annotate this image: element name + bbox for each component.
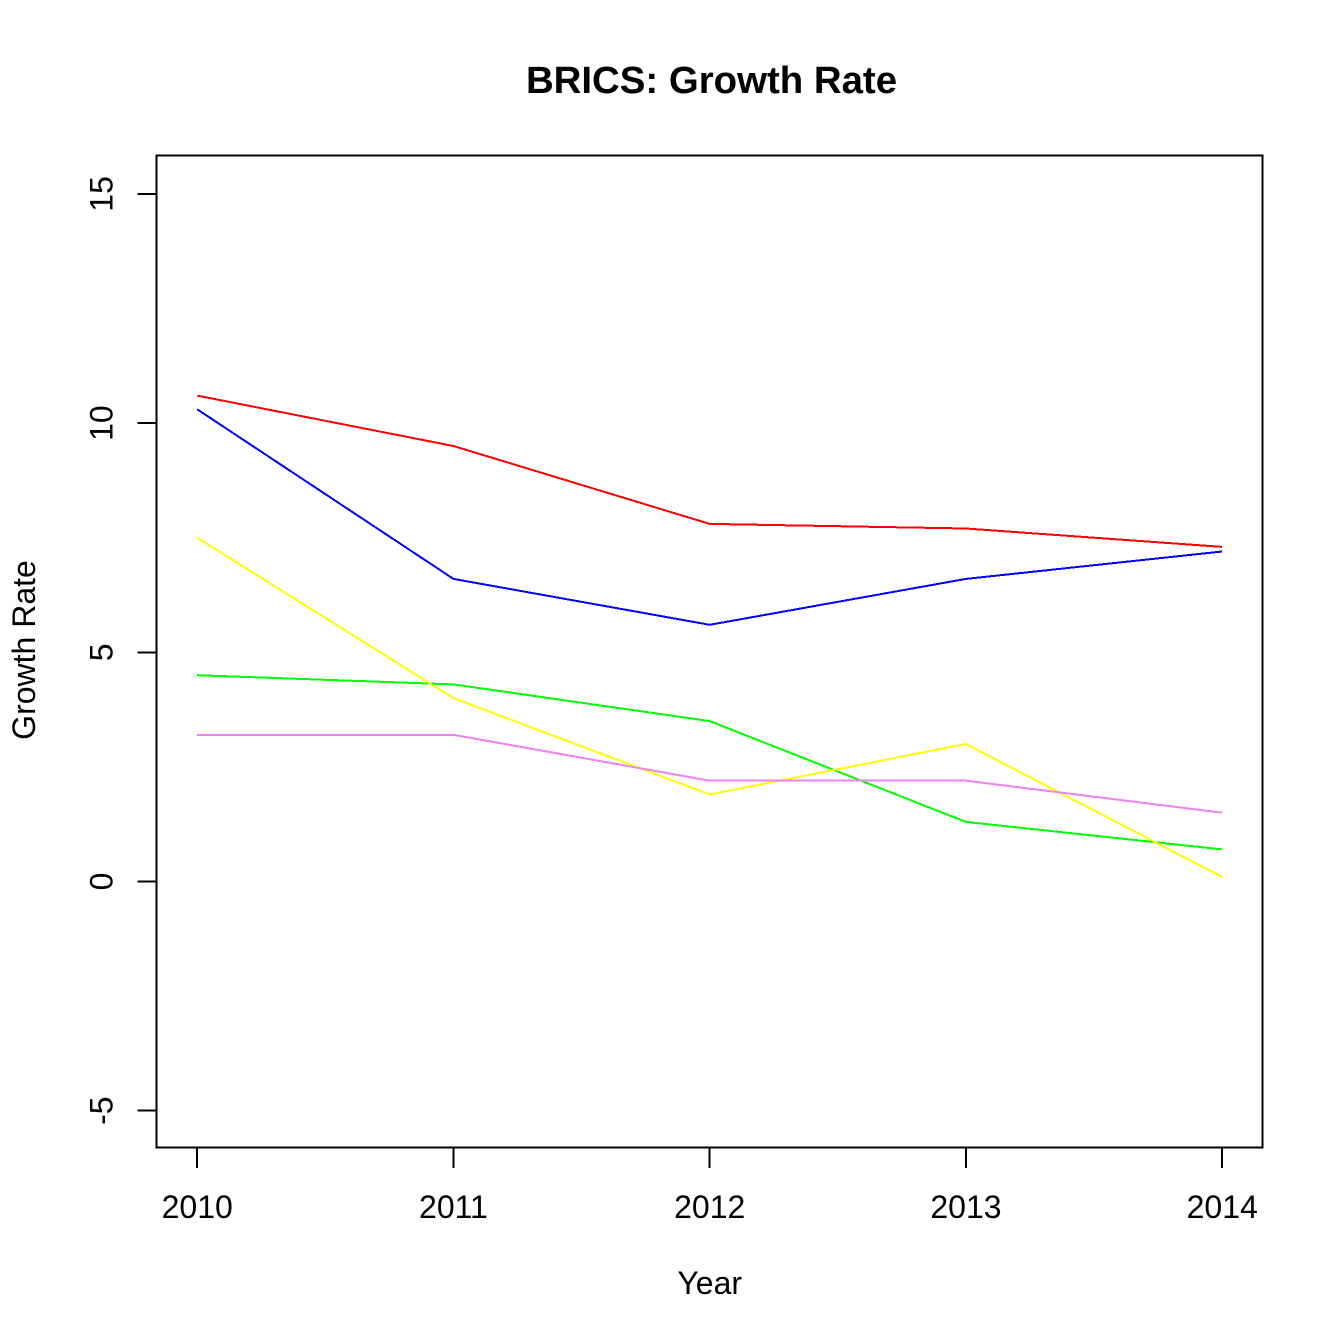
svg-text:2012: 2012 [674,1189,745,1225]
svg-text:2011: 2011 [419,1189,488,1225]
svg-text:0: 0 [83,873,119,891]
svg-text:5: 5 [83,643,119,661]
svg-text:2010: 2010 [162,1189,233,1225]
svg-text:BRICS: Growth Rate: BRICS: Growth Rate [526,59,897,102]
svg-text:Growth Rate: Growth Rate [6,560,42,740]
svg-text:15: 15 [83,176,119,212]
svg-text:2014: 2014 [1187,1189,1258,1225]
svg-text:-5: -5 [83,1096,119,1124]
svg-text:10: 10 [83,405,119,441]
svg-text:2013: 2013 [930,1189,1001,1225]
svg-text:Year: Year [677,1265,742,1301]
